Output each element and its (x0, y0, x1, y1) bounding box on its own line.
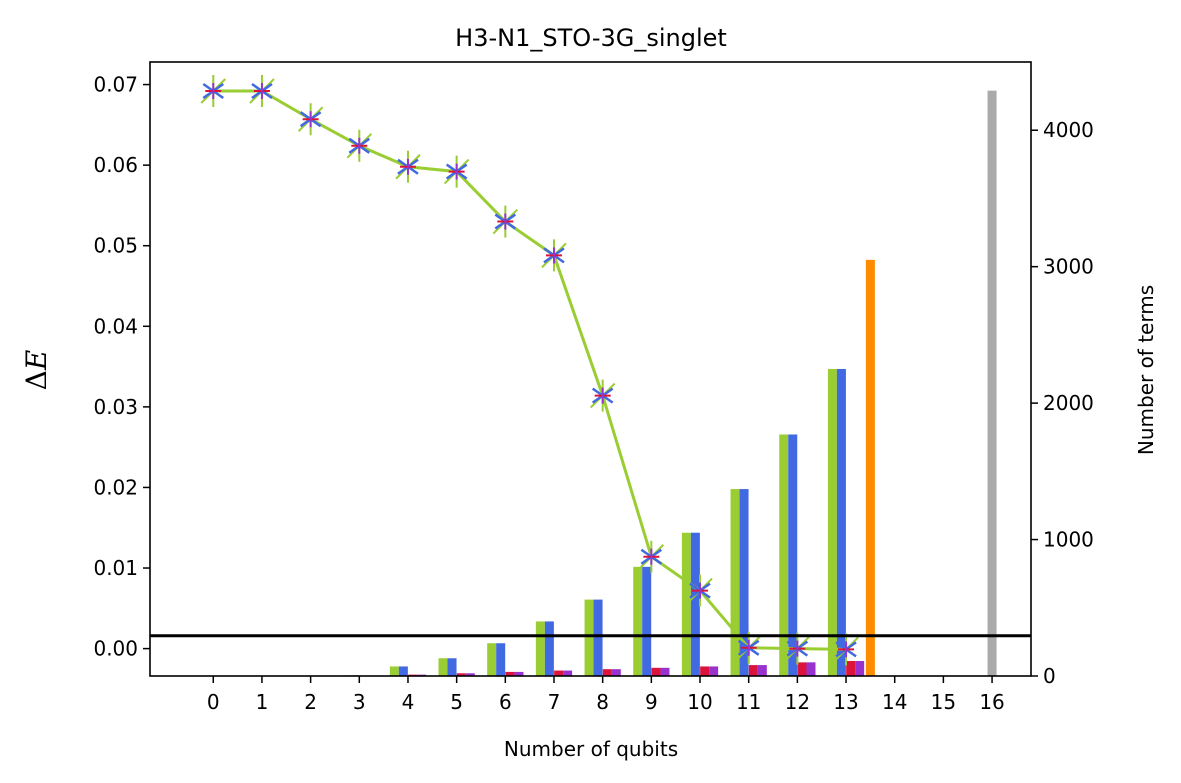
bar-series2-q7 (554, 670, 564, 676)
bar-series2-q10 (700, 666, 710, 676)
bar-series1-q11 (739, 489, 749, 676)
x-tick-label: 9 (645, 690, 658, 714)
y-axis-label-var: E (20, 350, 53, 371)
bar-series3-q10 (709, 666, 719, 676)
energy-line (213, 89, 847, 651)
energy-marker-q7 (541, 239, 567, 272)
x-tick-label: 4 (402, 690, 415, 714)
y-left-tick-label: 0.00 (93, 637, 138, 661)
energy-marker-q12 (784, 632, 811, 665)
x-tick-label: 3 (353, 690, 366, 714)
bar-series0-q6 (487, 643, 497, 676)
y-right-tick-label: 1000 (1043, 528, 1094, 552)
bar-series0-q9 (633, 566, 643, 676)
bar-series3-q8 (611, 669, 621, 676)
bar-series0-q11 (730, 489, 740, 676)
bar-series3-q6 (514, 671, 524, 676)
bar-series1-q9 (642, 566, 652, 676)
y-right-tick-label: 3000 (1043, 255, 1094, 279)
x-tick-label: 12 (785, 690, 810, 714)
bar-series3-q12 (806, 662, 816, 676)
x-axis-label: Number of qubits (504, 737, 678, 761)
bar-series3-q9 (660, 667, 670, 676)
energy-marker-q0 (200, 75, 226, 108)
bar-series0-q8 (584, 599, 594, 676)
x-tick-label: 14 (882, 690, 907, 714)
y-right-tick-label: 0 (1043, 664, 1056, 688)
energy-marker-q2 (297, 103, 324, 136)
bar-series2-q12 (797, 662, 807, 676)
chart-title: H3-N1_STO-3G_singlet (455, 24, 727, 52)
y-axis-label-delta: Δ (20, 370, 53, 390)
y-left-tick-label: 0.01 (93, 556, 138, 580)
bar-series0-q7 (535, 621, 545, 676)
y-left-tick-label: 0.03 (93, 395, 138, 419)
bar-series2-q8 (602, 669, 612, 676)
plot-area: 0 1 2 3 4 5 6 7 8 9 10 11 12 13 14 15 160.000.010.020.03… (93, 61, 1094, 714)
bar-series1-q5 (447, 658, 457, 676)
x-tick-label: 1 (256, 690, 269, 714)
bar-series0-q5 (438, 658, 448, 676)
y-left-tick-label: 0.07 (93, 73, 138, 97)
y-right-tick-label: 4000 (1043, 118, 1094, 142)
energy-marker-q13 (833, 633, 859, 666)
x-tick-label: 8 (596, 690, 609, 714)
bar-series2-q5 (456, 673, 466, 676)
x-tick-label: 10 (687, 690, 712, 714)
energy-marker-q4 (395, 150, 421, 183)
bar-series0-q10 (681, 532, 691, 676)
bar-series0-q13 (827, 369, 837, 676)
y-left-tick-label: 0.02 (93, 475, 138, 499)
y-right-tick-label: 2000 (1043, 391, 1094, 415)
plot-frame (149, 61, 1032, 677)
x-tick-label: 0 (207, 690, 220, 714)
bar-series2-q9 (651, 667, 661, 676)
energy-marker-q6 (492, 205, 519, 238)
bar-series1-q8 (593, 599, 603, 676)
energy-marker-q10 (687, 574, 713, 607)
full-bar-0 (865, 259, 875, 676)
bar-series3-q5 (465, 673, 475, 676)
bar-series1-q6 (496, 643, 506, 676)
bar-series0-q12 (779, 434, 789, 676)
x-tick-label: 11 (736, 690, 761, 714)
energy-marker-q8 (589, 379, 616, 412)
bar-series1-q10 (690, 532, 700, 676)
y-left-tick-label: 0.06 (93, 153, 138, 177)
energy-marker-q3 (346, 129, 373, 162)
bar-series0-q4 (389, 666, 399, 676)
energy-marker-q9 (638, 540, 665, 573)
full-bar-1 (987, 90, 997, 677)
x-tick-label: 13 (833, 690, 858, 714)
x-tick-label: 15 (931, 690, 956, 714)
x-tick-label: 16 (979, 690, 1004, 714)
bar-series3-q13 (855, 660, 865, 676)
y-left-tick-label: 0.04 (93, 314, 138, 338)
y-axis-label-left: ΔE (20, 350, 53, 391)
y-left-tick-label: 0.05 (93, 234, 138, 258)
energy-marker-q5 (443, 155, 470, 188)
y-axis-label-right: Number of terms (1134, 285, 1158, 455)
bar-series2-q13 (846, 660, 856, 676)
x-tick-label: 7 (548, 690, 561, 714)
bar-series1-q7 (544, 621, 554, 676)
energy-marker-q1 (249, 75, 275, 108)
x-tick-label: 5 (450, 690, 463, 714)
bar-series2-q11 (748, 665, 758, 676)
x-tick-label: 2 (304, 690, 317, 714)
bar-series2-q6 (505, 671, 515, 676)
bar-series1-q12 (788, 434, 798, 676)
bar-series1-q13 (836, 369, 846, 676)
bar-series3-q11 (757, 665, 767, 676)
bar-series3-q7 (563, 670, 573, 676)
bar-series1-q4 (398, 666, 408, 676)
x-tick-label: 6 (499, 690, 512, 714)
